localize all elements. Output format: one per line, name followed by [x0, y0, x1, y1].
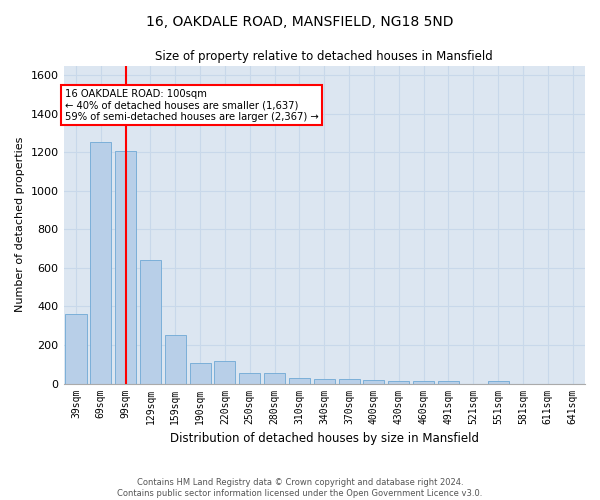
Text: 16, OAKDALE ROAD, MANSFIELD, NG18 5ND: 16, OAKDALE ROAD, MANSFIELD, NG18 5ND	[146, 15, 454, 29]
Bar	[214, 362, 235, 384]
Bar	[239, 373, 260, 384]
Bar	[388, 380, 409, 384]
Bar	[190, 364, 211, 384]
Bar	[289, 378, 310, 384]
Bar	[488, 380, 509, 384]
Bar	[115, 152, 136, 384]
Bar	[90, 142, 112, 384]
Bar	[65, 314, 86, 384]
Y-axis label: Number of detached properties: Number of detached properties	[15, 137, 25, 312]
Text: 16 OAKDALE ROAD: 100sqm
← 40% of detached houses are smaller (1,637)
59% of semi: 16 OAKDALE ROAD: 100sqm ← 40% of detache…	[65, 88, 319, 122]
Bar	[364, 380, 385, 384]
Bar	[314, 378, 335, 384]
Bar	[264, 373, 285, 384]
Bar	[338, 378, 359, 384]
Bar	[140, 260, 161, 384]
Title: Size of property relative to detached houses in Mansfield: Size of property relative to detached ho…	[155, 50, 493, 63]
Bar	[438, 380, 459, 384]
Text: Contains HM Land Registry data © Crown copyright and database right 2024.
Contai: Contains HM Land Registry data © Crown c…	[118, 478, 482, 498]
Bar	[165, 336, 186, 384]
X-axis label: Distribution of detached houses by size in Mansfield: Distribution of detached houses by size …	[170, 432, 479, 445]
Bar	[413, 380, 434, 384]
